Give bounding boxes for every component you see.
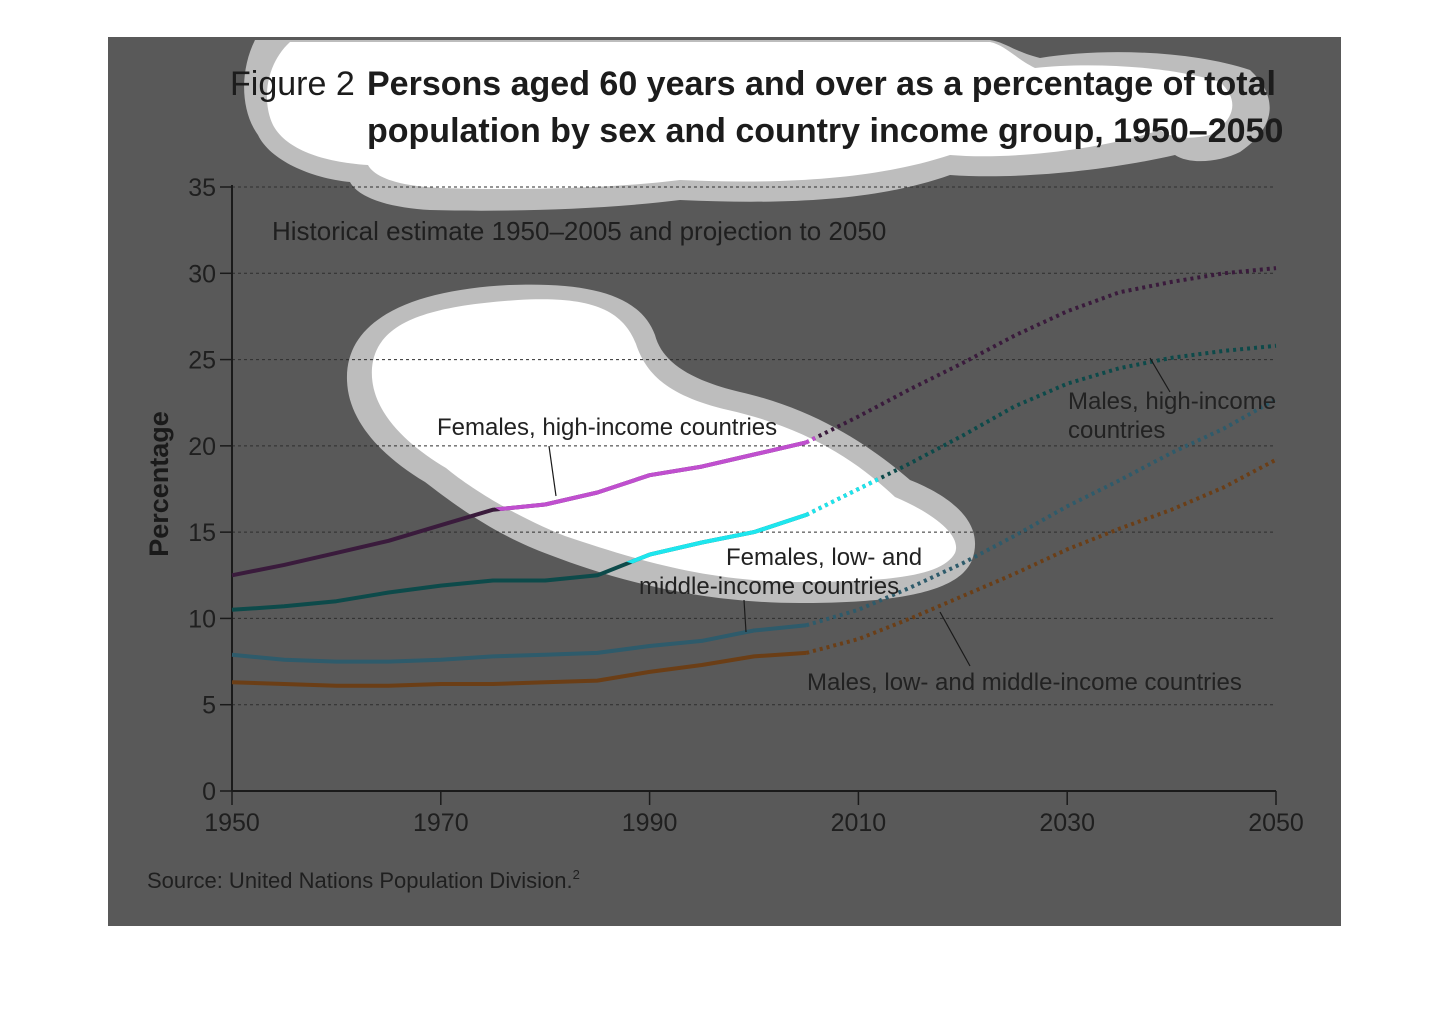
y-tick-label: 30 <box>188 260 216 288</box>
leader-line-females-high-income <box>548 445 557 497</box>
series-line-historical-highlight <box>359 440 807 578</box>
y-tick-label: 15 <box>188 519 216 547</box>
y-tick-label: 5 <box>202 692 216 720</box>
series-label-females-low-middle-line-1: Females, low- and <box>726 544 922 571</box>
series-line-historical <box>231 623 807 664</box>
x-tick-label: 1970 <box>413 809 469 837</box>
source-superscript: 2 <box>573 867 580 882</box>
y-axis-label: Percentage <box>144 411 174 557</box>
leader-line-females-low-middle <box>743 599 747 633</box>
gridlines <box>232 186 1276 706</box>
figure-title-line-1: Persons aged 60 years and over as a perc… <box>367 65 1276 103</box>
plot-highlight-blob <box>346 284 976 603</box>
figure-number: Figure 2 <box>230 65 355 103</box>
series-label-males-high-income-line-2: countries <box>1068 417 1165 444</box>
series-males-low-and-middle-income-countries <box>231 457 1277 688</box>
y-tick-label: 20 <box>188 433 216 461</box>
chart-subtitle: Historical estimate 1950–2005 and projec… <box>272 216 886 246</box>
x-tick-label: 1950 <box>204 809 260 837</box>
x-tick-label: 1990 <box>622 809 678 837</box>
series-label-males-high-income-line-1: Males, high-income <box>1068 388 1276 415</box>
y-tick-label: 25 <box>188 347 216 375</box>
y-tick-label: 10 <box>188 605 216 633</box>
y-tick-label: 35 <box>188 174 216 202</box>
series-highlight-females-high-income-countries <box>359 291 969 578</box>
x-tick-label: 2050 <box>1248 809 1304 837</box>
series-label-females-high-income: Females, high-income countries <box>437 414 777 441</box>
x-tick-label: 2010 <box>831 809 887 837</box>
axis-ticks: 0 5 10 15 20 25 30 35 1950 1970 1990 2010 2030 2050 <box>188 174 1304 837</box>
series-line-projection <box>805 457 1277 655</box>
figure-title-line-2: population by sex and country income gro… <box>367 112 1283 150</box>
axes <box>231 185 1276 792</box>
x-tick-label: 2030 <box>1039 809 1095 837</box>
series-line-historical <box>231 650 807 688</box>
series-label-males-low-middle: Males, low- and middle-income countries <box>807 669 1242 696</box>
series-label-females-low-middle-line-2: middle-income countries <box>639 573 899 600</box>
series-females-low-and-middle-income-countries <box>231 397 1277 664</box>
leader-line-males-high-income <box>1149 357 1171 393</box>
y-tick-label: 0 <box>202 778 216 806</box>
source-note: Source: United Nations Population Divisi… <box>147 867 580 893</box>
series-line-projection <box>805 266 1277 445</box>
title-highlight-blob <box>244 40 1270 211</box>
source-text: Source: United Nations Population Divisi… <box>147 868 573 893</box>
leader-line-males-low-middle <box>939 611 971 667</box>
